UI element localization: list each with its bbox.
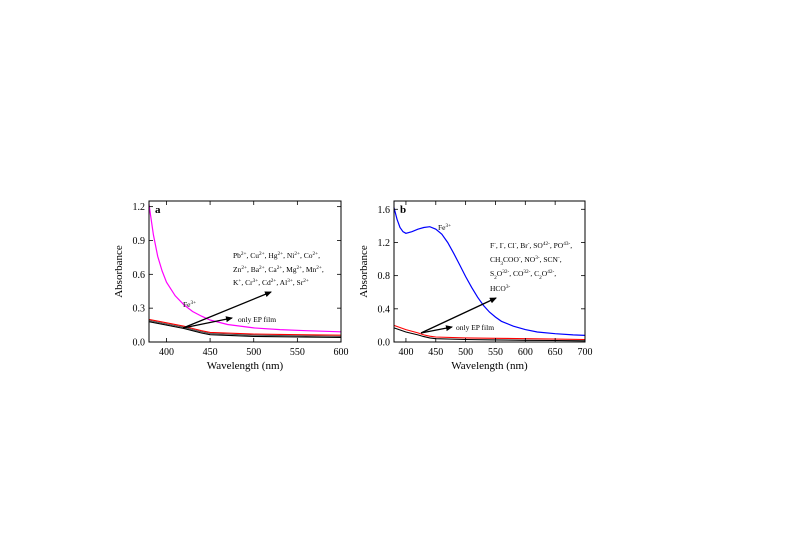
ep-film-arrow [420,325,453,334]
series-line-1 [393,207,586,336]
series-line-1 [148,204,342,333]
axes-frame [393,200,586,343]
y-tick-label: 0.9 [133,236,146,247]
y-tick-label: 0.0 [133,338,146,349]
y-axis-label: Absorbance [358,245,370,298]
panel-a: 400 450 500 550 600 0.0 0.3 0.6 0.9 1.2 Wavelength… [113,200,349,372]
ep-film-arrow [182,316,233,329]
ep-film-label: only EP film [456,323,494,332]
y-tick-label: 1.2 [133,202,146,213]
y-tick-label: 0.0 [378,338,391,349]
fe-label: Fe3+ [438,223,451,232]
x-tick-label: 400 [398,347,413,358]
ep-film-label: only EP film [238,315,276,324]
x-tick-label: 650 [548,347,563,358]
series-line-2 [393,324,586,341]
y-tick-label: 0.8 [378,271,391,282]
y-tick-label: 1.2 [378,238,391,249]
x-tick-label: 700 [578,347,593,358]
y-tick-label: 0.3 [133,304,146,315]
x-tick-label: 450 [203,347,218,358]
ion-list-arrow [182,291,272,329]
x-tick-label: 400 [159,347,174,358]
axes-frame [148,200,342,343]
x-tick-label: 450 [428,347,443,358]
ion-list-line: S2O32-, CO32-, C2O42-, [490,269,556,281]
x-tick-label: 600 [518,347,533,358]
panel-letter: b [400,204,406,216]
ion-list-line: CH3COO-, NO3-, SCN-, [490,255,562,267]
fe-label: Fe3+ [183,300,196,309]
x-tick-label: 500 [246,347,261,358]
y-axis-label: Absorbance [113,245,125,298]
x-tick-label: 500 [458,347,473,358]
ion-list-line: K+, Cr3+, Cd2+, Al3+, Sr2+ [233,278,309,287]
panel-b: 400 450 500 550 600 650 700 0.0 0.4 0.8 1.2 1.6 Wave… [358,200,593,372]
ion-list-line: F-, I-, Cl-, Br-, SO42-, PO43-, [490,241,572,250]
series-line-3 [148,321,342,339]
ion-list-line: Zn2+, Ba2+, Ca2+, Mg2+, Mn2+, [233,265,324,274]
x-tick-label: 550 [488,347,503,358]
ion-list-line: HCO3- [490,284,510,293]
x-tick-label: 600 [334,347,349,358]
x-tick-label: 550 [290,347,305,358]
x-axis-label: Wavelength (nm) [207,360,284,372]
y-tick-label: 1.6 [378,205,391,216]
panel-letter: a [155,204,161,216]
series-line-2 [148,318,342,336]
ion-list-arrow [420,297,497,334]
y-tick-label: 0.4 [378,304,391,315]
ion-list-line: Pb2+, Cu2+, Hg2+, Ni2+, Co2+, [233,251,320,260]
x-axis-label: Wavelength (nm) [451,360,528,372]
y-tick-label: 0.6 [133,270,146,281]
series-line-4 [148,320,342,337]
